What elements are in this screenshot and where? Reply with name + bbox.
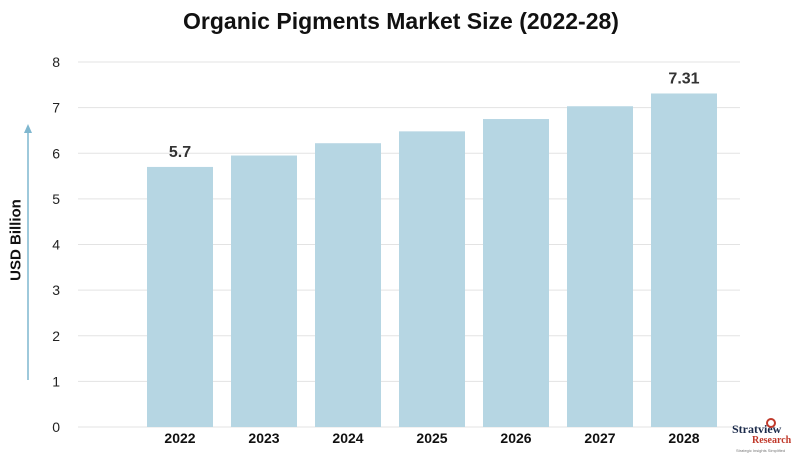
y-tick-label-5: 5 [52,191,60,207]
bar-2028 [651,93,717,427]
y-tick-label-1: 1 [52,373,60,389]
target-icon [766,418,776,428]
y-tick-label-2: 2 [52,328,60,344]
y-tick-label-6: 6 [52,145,60,161]
logo-sub: Research [752,435,792,446]
data-label-2022: 5.7 [169,144,191,161]
x-tick-label-2028: 2028 [668,430,699,446]
x-tick-label-2024: 2024 [332,430,363,446]
y-axis-arrow-head [24,124,32,133]
y-tick-label-8: 8 [52,54,60,70]
y-tick-label-0: 0 [52,419,60,435]
stratview-logo: Stratview Research Strategic Insights Si… [732,418,798,456]
x-tick-label-2025: 2025 [416,430,447,446]
bar-2027 [567,106,633,427]
bar-2024 [315,143,381,427]
bar-2023 [231,155,297,427]
y-tick-label-4: 4 [52,237,60,253]
data-label-2028: 7.31 [668,70,699,87]
x-tick-label-2027: 2027 [584,430,615,446]
x-tick-label-2023: 2023 [248,430,279,446]
logo-tagline: Strategic Insights Simplified [736,448,786,453]
x-tick-label-2026: 2026 [500,430,531,446]
y-tick-label-3: 3 [52,282,60,298]
bar-2022 [147,166,213,427]
bar-2026 [483,119,549,427]
bar-2025 [399,131,465,427]
chart-title: Organic Pigments Market Size (2022-28) [183,8,619,34]
y-tick-label-7: 7 [52,100,60,116]
x-tick-label-2022: 2022 [164,430,195,446]
